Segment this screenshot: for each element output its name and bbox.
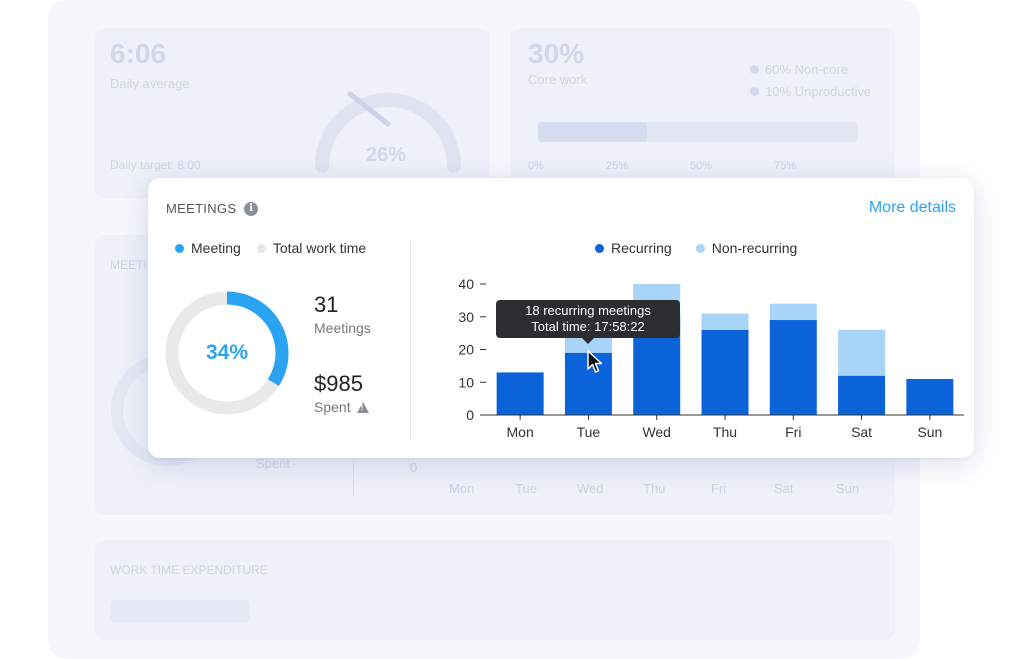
legend-non-recurring-label: Non-recurring bbox=[711, 240, 798, 256]
bg-meetings-title: MEETI bbox=[110, 258, 147, 272]
legend-meeting-label: Meeting bbox=[191, 240, 241, 256]
legend-recurring: Recurring bbox=[595, 240, 672, 256]
bg-daily-average-label: Daily average bbox=[110, 76, 190, 91]
spent-label: Spent bbox=[314, 399, 351, 415]
bg-day-wed: Wed bbox=[577, 481, 604, 496]
meetings-count: 31 bbox=[314, 292, 339, 317]
bar-sat-non-recurring bbox=[838, 329, 886, 376]
y-tick-label-30: 30 bbox=[458, 309, 474, 325]
card-divider bbox=[410, 240, 411, 440]
bg-work-time-card bbox=[95, 540, 895, 640]
meeting-donut-chart bbox=[165, 291, 289, 415]
legend-total-work-time-dot bbox=[256, 243, 266, 253]
bar-sun-recurring bbox=[906, 378, 954, 415]
meetings-stat: 31 Meetings bbox=[314, 292, 371, 336]
bg-divider bbox=[353, 460, 354, 496]
legend-non-recurring-dot bbox=[695, 243, 705, 253]
meetings-bar-chart: 0 10 20 30 40 Mon Tue Wed Thu Fri Sat Sun bbox=[458, 276, 964, 440]
bg-tick-25: 25% bbox=[606, 160, 629, 172]
legend-recurring-label: Recurring bbox=[611, 240, 672, 256]
bg-tick-50: 50% bbox=[690, 160, 713, 172]
x-tick-label-wed: Wed bbox=[642, 424, 671, 440]
bg-day-mon: Mon bbox=[449, 481, 475, 496]
bg-core-work-value: 30% bbox=[528, 38, 585, 69]
bg-daily-target: Daily target: 8:00 bbox=[110, 158, 201, 172]
x-tick-label-mon: Mon bbox=[507, 424, 534, 440]
y-tick-label-40: 40 bbox=[458, 276, 474, 292]
bg-day-sun: Sun bbox=[836, 481, 860, 496]
bg-core-work-label: Core work bbox=[528, 72, 588, 87]
spent-label-row: Spent bbox=[314, 399, 369, 415]
legend-total-work-time-label: Total work time bbox=[272, 240, 367, 256]
legend-total-work-time: Total work time bbox=[256, 240, 367, 256]
donut-percent: 34% bbox=[205, 341, 249, 364]
donut-meeting-arc bbox=[165, 291, 289, 415]
legend-meeting: Meeting bbox=[175, 240, 241, 256]
meetings-count-label: Meetings bbox=[314, 320, 371, 336]
bar-legend: Recurring Non-recurring bbox=[595, 240, 797, 256]
donut-legend: Meeting Total work time bbox=[175, 240, 366, 256]
bg-core-bar bbox=[538, 122, 858, 142]
bg-work-time-bar bbox=[110, 600, 250, 622]
bg-tick-75: 75% bbox=[774, 160, 797, 172]
info-icon[interactable]: i bbox=[244, 201, 259, 216]
bg-zero-label: 0 bbox=[410, 460, 418, 475]
meetings-title: MEETINGS i bbox=[166, 201, 259, 216]
more-details-link[interactable]: More details bbox=[868, 199, 956, 216]
mouse-cursor-icon bbox=[587, 350, 603, 373]
bg-work-time-title: WORK TIME EXPENDITURE bbox=[110, 563, 268, 577]
legend-recurring-dot bbox=[595, 243, 604, 253]
bar-thu-non-recurring bbox=[701, 313, 749, 330]
bg-tick-0: 0% bbox=[528, 160, 544, 172]
legend-meeting-dot bbox=[175, 243, 184, 253]
bar-mon-recurring bbox=[496, 372, 544, 415]
bg-spent-label: Spent bbox=[256, 456, 290, 471]
tooltip-line-2: Total time: 17:58:22 bbox=[531, 319, 645, 334]
legend-non-recurring: Non-recurring bbox=[695, 240, 798, 256]
bg-day-thu: Thu bbox=[643, 481, 666, 496]
bg-daily-average-value: 6:06 bbox=[110, 38, 167, 69]
y-tick-label-0: 0 bbox=[466, 407, 474, 423]
meetings-card: MEETINGS i More details Meeting Total wo… bbox=[148, 178, 974, 458]
bg-gauge bbox=[315, 91, 461, 173]
bar-fri-recurring bbox=[769, 320, 817, 415]
bg-core-legend-1: 60% Non-core bbox=[750, 62, 848, 77]
x-tick-label-sat: Sat bbox=[851, 424, 872, 440]
bg-core-legend-2: 10% Unproductive bbox=[750, 84, 871, 99]
spent-value: $985 bbox=[314, 371, 363, 396]
bar-fri-non-recurring bbox=[769, 303, 817, 321]
bg-day-sat: Sat bbox=[774, 481, 794, 496]
bar-tooltip: 18 recurring meetings Total time: 17:58:… bbox=[496, 300, 680, 344]
bar-tue-non-recurring bbox=[564, 336, 612, 353]
x-tick-label-fri: Fri bbox=[785, 424, 801, 440]
meetings-title-text: MEETINGS bbox=[166, 201, 237, 216]
bg-gauge-value: 26% bbox=[366, 144, 407, 166]
warning-icon[interactable] bbox=[356, 401, 369, 413]
bar-thu-recurring bbox=[701, 329, 749, 415]
bg-core-work-card bbox=[510, 28, 895, 198]
y-tick-label-20: 20 bbox=[458, 342, 474, 358]
spent-stat: $985 Spent bbox=[314, 371, 369, 415]
x-tick-label-sun: Sun bbox=[917, 424, 942, 440]
x-tick-label-thu: Thu bbox=[713, 424, 737, 440]
bg-day-fri: Fri bbox=[711, 481, 727, 496]
y-tick-label-10: 10 bbox=[458, 374, 474, 390]
bg-day-tue: Tue bbox=[515, 481, 537, 496]
tooltip-line-1: 18 recurring meetings bbox=[525, 303, 651, 318]
x-tick-label-tue: Tue bbox=[577, 424, 601, 440]
bar-sat-recurring bbox=[838, 375, 886, 415]
